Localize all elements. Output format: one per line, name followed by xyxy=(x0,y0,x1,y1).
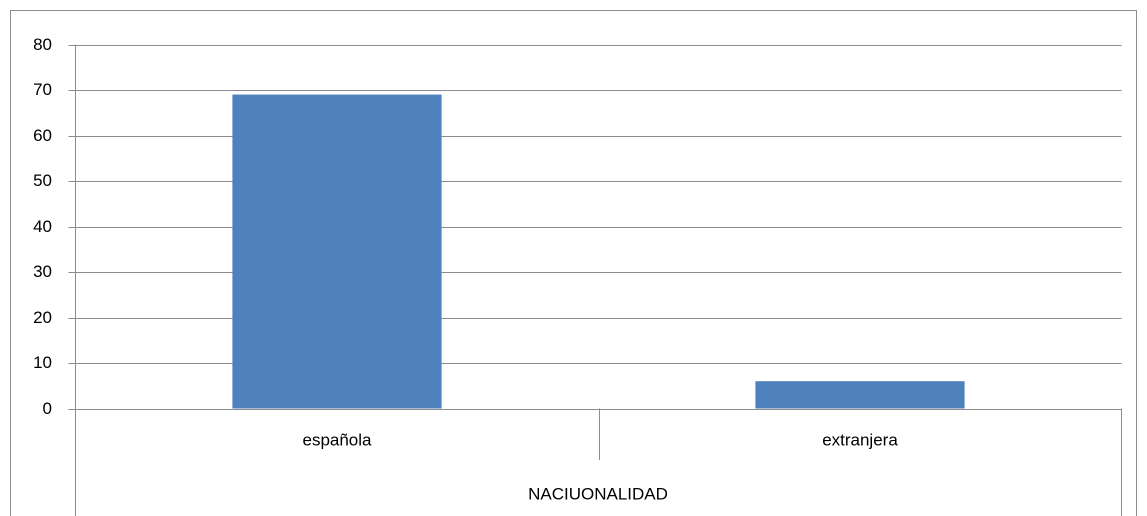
y-tick-label: 40 xyxy=(33,217,52,236)
y-tick-label: 0 xyxy=(43,399,52,418)
y-tick-label: 80 xyxy=(33,35,52,54)
bar xyxy=(232,94,442,409)
y-tick-label: 70 xyxy=(33,80,52,99)
bar xyxy=(755,381,965,409)
y-tick-label: 10 xyxy=(33,353,52,372)
x-tick-label: española xyxy=(302,430,372,449)
y-tick-label: 50 xyxy=(33,171,52,190)
x-tick-label: extranjera xyxy=(822,430,898,449)
x-axis-title: NACIUONALIDAD xyxy=(528,484,668,503)
y-tick-label: 30 xyxy=(33,262,52,281)
y-tick-label: 20 xyxy=(33,308,52,327)
chart-frame xyxy=(10,10,1137,516)
y-tick-label: 60 xyxy=(33,126,52,145)
